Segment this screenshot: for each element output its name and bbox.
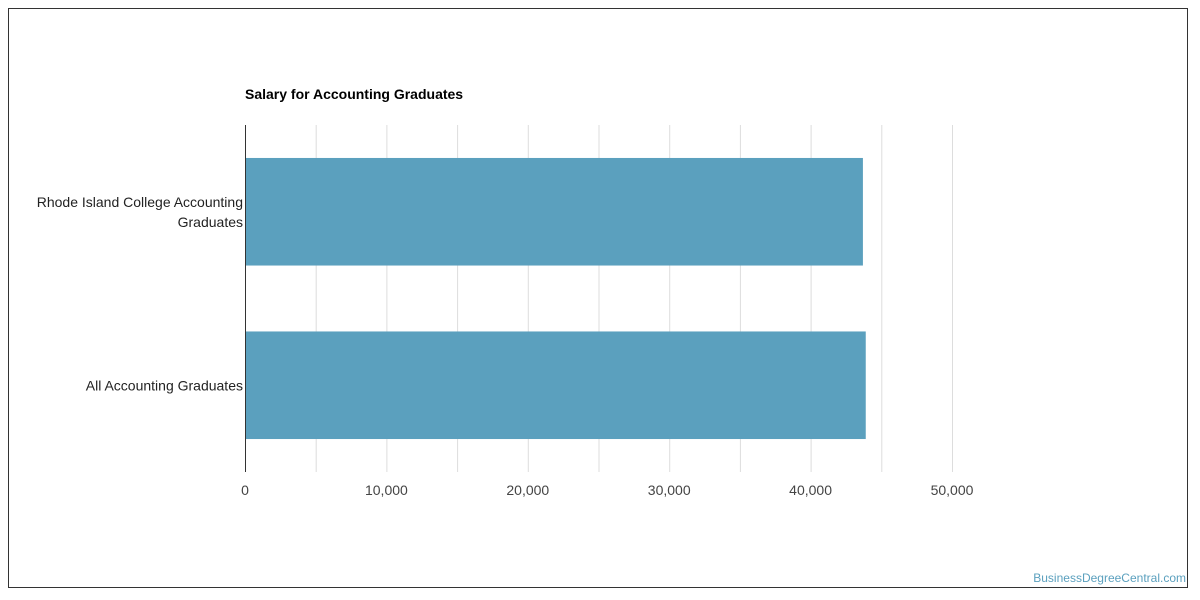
x-tick-label: 30,000 bbox=[648, 482, 691, 498]
bar bbox=[245, 331, 866, 440]
bar bbox=[245, 157, 863, 266]
chart-frame bbox=[8, 8, 1188, 588]
x-tick-label: 0 bbox=[241, 482, 249, 498]
x-tick-label: 10,000 bbox=[365, 482, 408, 498]
x-tick-label: 50,000 bbox=[931, 482, 974, 498]
bars bbox=[245, 157, 866, 440]
category-label: All Accounting Graduates bbox=[86, 377, 243, 393]
category-labels: Rhode Island College Accounting Graduates… bbox=[37, 194, 243, 394]
x-tick-label: 20,000 bbox=[506, 482, 549, 498]
x-axis-ticks: 0 10,000 20,000 30,000 40,000 50,000 bbox=[241, 482, 974, 498]
category-label: Rhode Island College Accounting Graduates bbox=[37, 194, 243, 230]
category-label-line: Rhode Island College Accounting bbox=[37, 194, 243, 210]
category-label-line: Graduates bbox=[178, 214, 243, 230]
chart-title: Salary for Accounting Graduates bbox=[245, 86, 464, 102]
watermark: BusinessDegreeCentral.com bbox=[1033, 571, 1186, 585]
category-label-line: All Accounting Graduates bbox=[86, 377, 243, 393]
x-tick-label: 40,000 bbox=[789, 482, 832, 498]
